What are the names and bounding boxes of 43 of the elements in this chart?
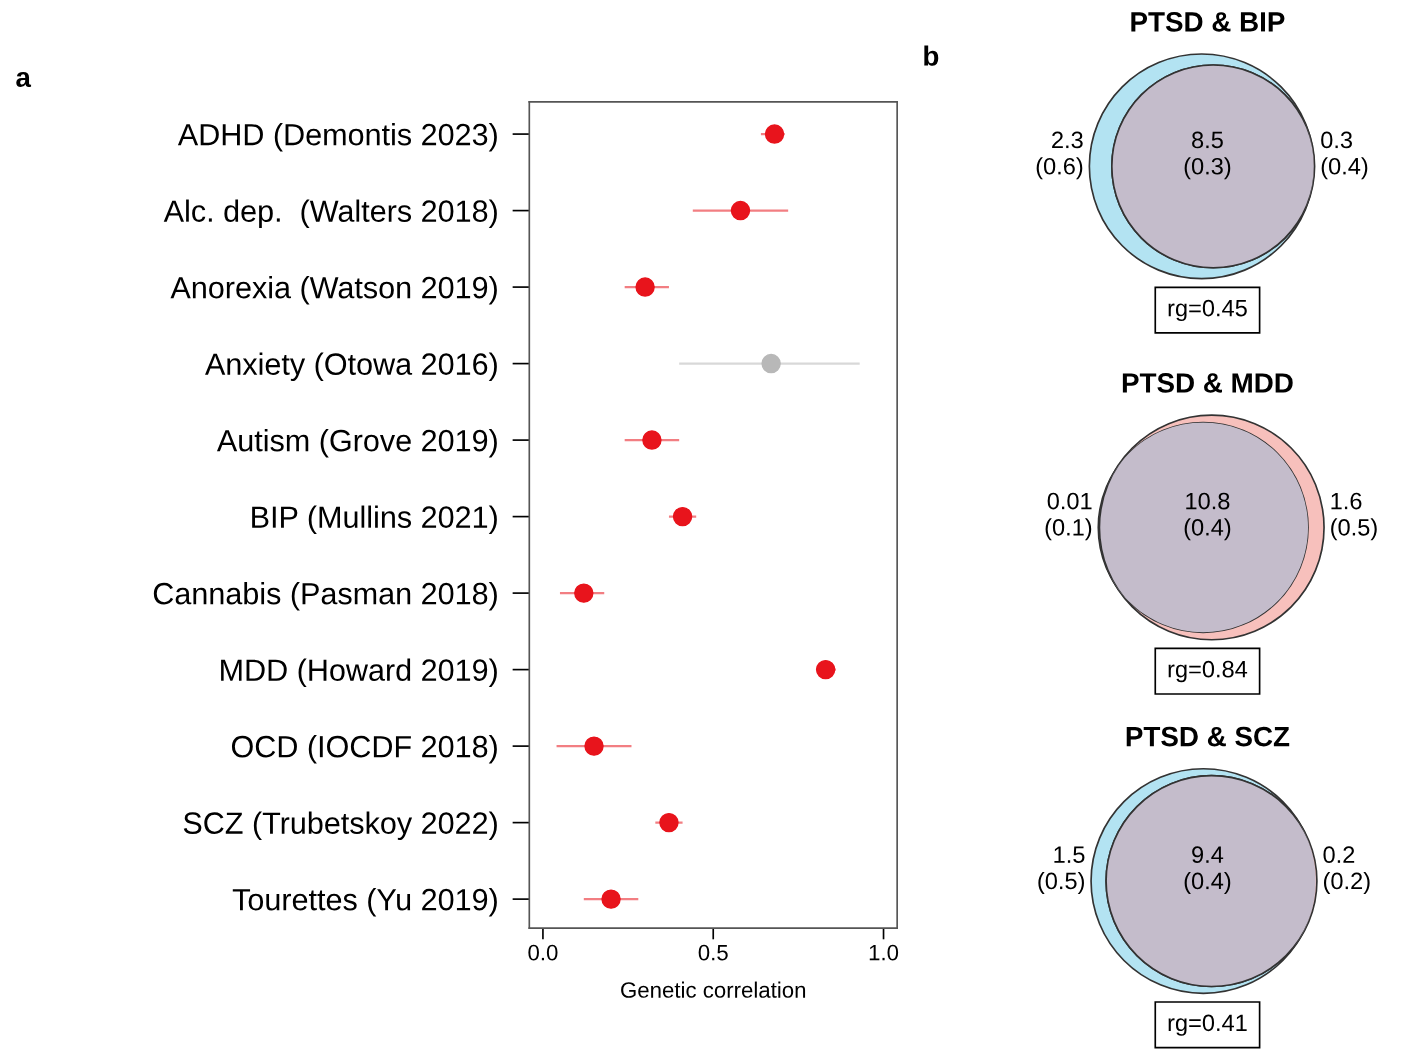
point: [574, 583, 594, 603]
point: [584, 736, 604, 756]
point: [764, 124, 785, 144]
text: rg=0.45: [1168, 299, 1247, 322]
point: [761, 353, 781, 374]
x-tick-label: 1.0: [869, 944, 899, 961]
y-tick-label: Tourettes (Yu 2019): [232, 888, 497, 917]
data-label: 0.3 (0.4): [1321, 131, 1368, 180]
y-tick-label: BIP (Mullins 2021): [252, 505, 497, 534]
text: PTSD & BIP: [1131, 12, 1285, 32]
data-label: 9.4 (0.4): [1184, 846, 1231, 894]
data-label: 10.8 (0.4): [1184, 492, 1231, 541]
x-axis-title: Genetic correlation: [621, 981, 806, 998]
text: PTSD & SCZ: [1126, 726, 1290, 747]
data-label: 1.5 (0.5): [1038, 846, 1085, 894]
data-label: 8.5 (0.3): [1184, 131, 1231, 180]
y-tick-label: MDD (Howard 2019): [221, 658, 497, 687]
y-tick-label: Anxiety (Otowa 2016): [205, 352, 497, 382]
text: b: [924, 45, 939, 66]
point: [601, 889, 621, 909]
text: rg=0.41: [1168, 1014, 1247, 1036]
text: PTSD & MDD: [1122, 373, 1293, 393]
x-tick-label: 0.5: [698, 944, 728, 961]
data-label: 0.2 (0.2): [1323, 846, 1370, 894]
data-label: 2.3 (0.6): [1036, 131, 1083, 180]
y-tick-label: Cannabis (Pasman 2018): [153, 582, 497, 611]
y-tick-label: Alc. dep. (Walters 2018): [163, 199, 497, 228]
text: a: [16, 71, 32, 88]
data-label: 1.6 (0.5): [1331, 492, 1377, 541]
point: [815, 659, 836, 680]
y-tick-label: OCD (IOCDF 2018): [231, 735, 497, 764]
y-tick-label: SCZ (Trubetskoy 2022): [183, 811, 497, 841]
data-label: 0.01 (0.1): [1045, 492, 1092, 541]
point: [730, 200, 751, 221]
point: [659, 812, 679, 833]
point: [642, 430, 662, 450]
y-tick-label: ADHD (Demontis 2023): [177, 123, 497, 152]
y-tick-label: Autism (Grove 2019): [216, 429, 497, 458]
x-tick-label: 0.0: [528, 944, 558, 961]
point: [635, 277, 655, 297]
point: [672, 506, 693, 527]
text: rg=0.84: [1168, 660, 1248, 683]
y-tick-label: Anorexia (Watson 2019): [170, 276, 497, 305]
